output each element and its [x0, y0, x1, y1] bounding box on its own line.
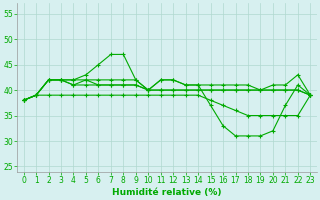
X-axis label: Humidité relative (%): Humidité relative (%)	[112, 188, 222, 197]
